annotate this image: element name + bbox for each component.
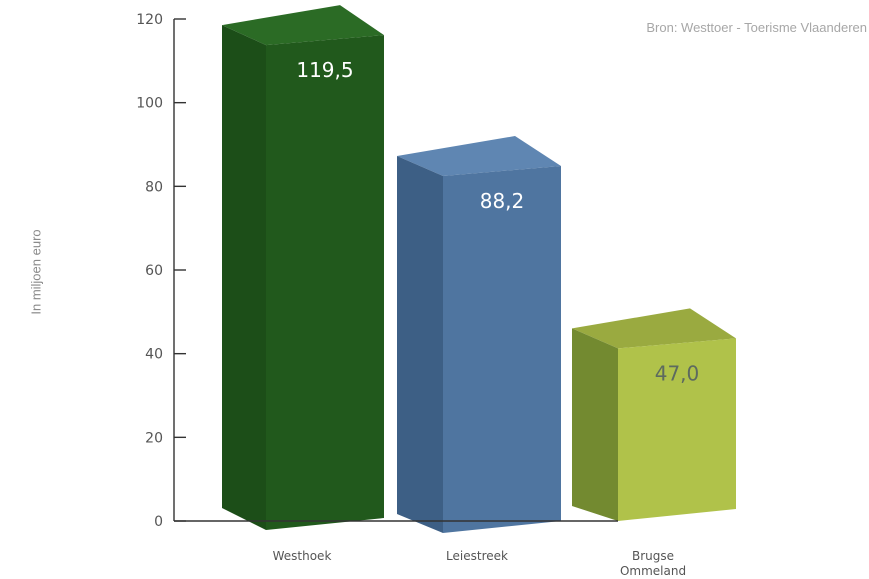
y-tick-label: 20	[145, 430, 163, 446]
y-tick-label: 120	[136, 12, 163, 28]
y-tick-label: 100	[136, 96, 163, 112]
category-label: Leiestreek	[446, 549, 508, 563]
bar-side-face	[222, 25, 266, 530]
bar	[618, 338, 736, 521]
y-tick-label: 0	[154, 514, 163, 530]
bar-value-label: 47,0	[655, 361, 700, 385]
bar-value-label: 119,5	[296, 58, 353, 82]
category-label: Brugse	[632, 549, 674, 563]
y-tick-label: 80	[145, 179, 163, 195]
bar-top-face	[397, 136, 561, 177]
category-label: Westhoek	[273, 549, 332, 563]
bar-value-label: 88,2	[480, 189, 525, 213]
bar	[266, 35, 384, 530]
bar-side-face	[572, 328, 618, 521]
bars-layer	[222, 5, 736, 533]
bar-top-face	[222, 5, 384, 46]
bar	[443, 166, 561, 533]
bar-side-face	[397, 156, 443, 533]
y-axis-label: In miljoen euro	[28, 229, 44, 315]
text-layer: 119,5 Westhoek 88,2 Leiestreek 47,0 BrugseOmm…	[136, 12, 699, 578]
axis-layer	[173, 18, 618, 522]
source-note: Bron: Westtoer - Toerisme Vlaanderen	[646, 20, 867, 35]
y-tick-label: 40	[145, 347, 163, 363]
category-label: Ommeland	[620, 564, 686, 578]
y-tick-label: 60	[145, 263, 163, 279]
bar-top-face	[572, 308, 736, 349]
